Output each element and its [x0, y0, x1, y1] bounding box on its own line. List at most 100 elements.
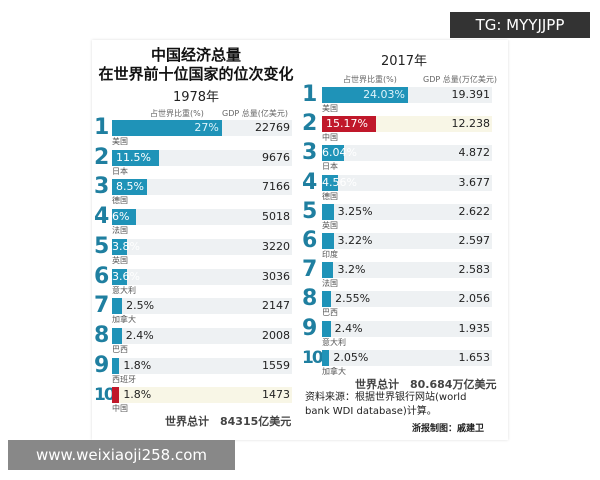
bar-track	[322, 349, 492, 366]
bar	[112, 238, 128, 255]
country-label: 法国	[112, 226, 128, 236]
bar-track	[112, 357, 292, 374]
bar-track	[322, 203, 492, 220]
country-label: 意大利	[322, 337, 346, 347]
title-line1: 中国经济总量	[150, 46, 241, 64]
bar-track	[322, 320, 492, 337]
share-label: 6.04%	[322, 146, 357, 160]
share-label: 3.25%	[337, 204, 373, 218]
share-label: 3.8%	[112, 239, 140, 253]
gdp-header-2017: GDP 总量(万亿美元)	[423, 75, 497, 84]
share-label: 2.5%	[126, 299, 155, 313]
country-label: 巴西	[322, 308, 338, 318]
bar	[322, 145, 344, 162]
bar	[112, 327, 122, 344]
source-line2: bank WDI database)计算。	[305, 406, 437, 417]
gdp-value: 3036	[262, 269, 290, 283]
rank-number: 7	[94, 293, 110, 319]
bar-track	[112, 298, 292, 315]
bar-track	[112, 238, 292, 255]
rank-number: 2	[302, 111, 318, 137]
bar	[322, 116, 377, 133]
bar-track	[322, 262, 492, 279]
rank-number: 9	[302, 315, 318, 341]
gdp-value: 1473	[262, 388, 290, 402]
bar-track	[322, 291, 492, 308]
share-header-1978: 占世界比重(%)	[150, 109, 204, 118]
bar-track	[112, 179, 292, 196]
share-label: 2.4%	[334, 321, 363, 335]
gdp-header-1978: GDP 总量(亿美元)	[222, 109, 288, 118]
country-label: 美国	[112, 137, 128, 146]
gdp-value: 2.056	[458, 292, 491, 306]
bar	[322, 262, 334, 279]
country-label: 日本	[322, 162, 338, 172]
bar	[112, 298, 123, 315]
bar	[112, 120, 222, 136]
rank-number: 7	[302, 257, 318, 283]
share-label: 1.8%	[123, 388, 152, 402]
bar	[322, 87, 409, 103]
gdp-value: 7166	[262, 180, 290, 194]
rank-number: 8	[302, 286, 318, 312]
rank-number: 10	[94, 385, 116, 406]
rank-number: 6	[94, 263, 110, 289]
bar	[322, 233, 334, 249]
bar-track	[322, 145, 492, 162]
country-label: 加拿大	[112, 315, 136, 325]
gdp-value: 3.677	[458, 175, 491, 189]
country-label: 日本	[112, 166, 128, 176]
rank-number: 9	[94, 352, 110, 378]
gdp-value: 2.622	[458, 204, 491, 218]
share-label: 4.56%	[322, 175, 357, 189]
rank-number: 8	[94, 322, 110, 348]
total-2017: 世界总计 80.684万亿美元	[355, 378, 497, 391]
country-label: 英国	[112, 255, 128, 265]
rank-number: 3	[302, 140, 318, 166]
share-label: 8.5%	[116, 180, 144, 194]
rank-number: 10	[302, 347, 324, 368]
country-label: 意大利	[112, 285, 136, 295]
bar-track	[112, 327, 292, 344]
share-label: 2.55%	[335, 292, 371, 306]
share-header-2017: 占世界比重(%)	[343, 75, 397, 84]
bar	[322, 349, 330, 366]
rank-number: 6	[302, 228, 318, 253]
gdp-value: 5018	[262, 210, 290, 224]
country-label: 法国	[322, 279, 338, 289]
rank-number: 4	[94, 204, 110, 230]
watermark-bottom: www.weixiaoji258.com	[8, 440, 235, 470]
share-label: 2.4%	[125, 328, 154, 342]
gdp-value: 2.583	[458, 263, 491, 277]
bar	[322, 174, 339, 191]
gdp-value: 1.653	[458, 350, 491, 364]
country-label: 英国	[322, 220, 338, 230]
gdp-value: 12.238	[451, 117, 491, 131]
country-label: 巴西	[112, 344, 128, 354]
share-label: 3.6%	[112, 269, 140, 283]
country-label: 中国	[112, 404, 128, 414]
bar	[322, 203, 334, 220]
gdp-value: 2008	[262, 328, 290, 342]
bar-track	[112, 268, 292, 285]
rank-number: 2	[94, 144, 110, 170]
credit: 浙报制图：戚建卫	[412, 424, 485, 434]
bar-track	[112, 387, 292, 404]
gdp-value: 1559	[262, 358, 290, 372]
share-label: 27%	[194, 121, 219, 134]
bar	[112, 357, 120, 374]
watermark-top: TG: MYYJJPP	[450, 12, 590, 38]
country-label: 加拿大	[322, 366, 346, 376]
bar	[322, 291, 332, 308]
bar-track	[322, 174, 492, 191]
chart-1978-title: 1978年	[172, 90, 220, 105]
gdp-value: 2147	[262, 299, 290, 313]
bar	[112, 268, 127, 285]
gdp-value: 3220	[262, 239, 290, 253]
share-label: 15.17%	[326, 117, 368, 131]
share-label: 3.2%	[337, 263, 366, 277]
country-label: 西班牙	[112, 374, 136, 384]
title-line2: 在世界前十位国家的位次变化	[98, 65, 294, 83]
gdp-value: 22769	[255, 121, 290, 134]
country-label: 印度	[322, 250, 338, 259]
